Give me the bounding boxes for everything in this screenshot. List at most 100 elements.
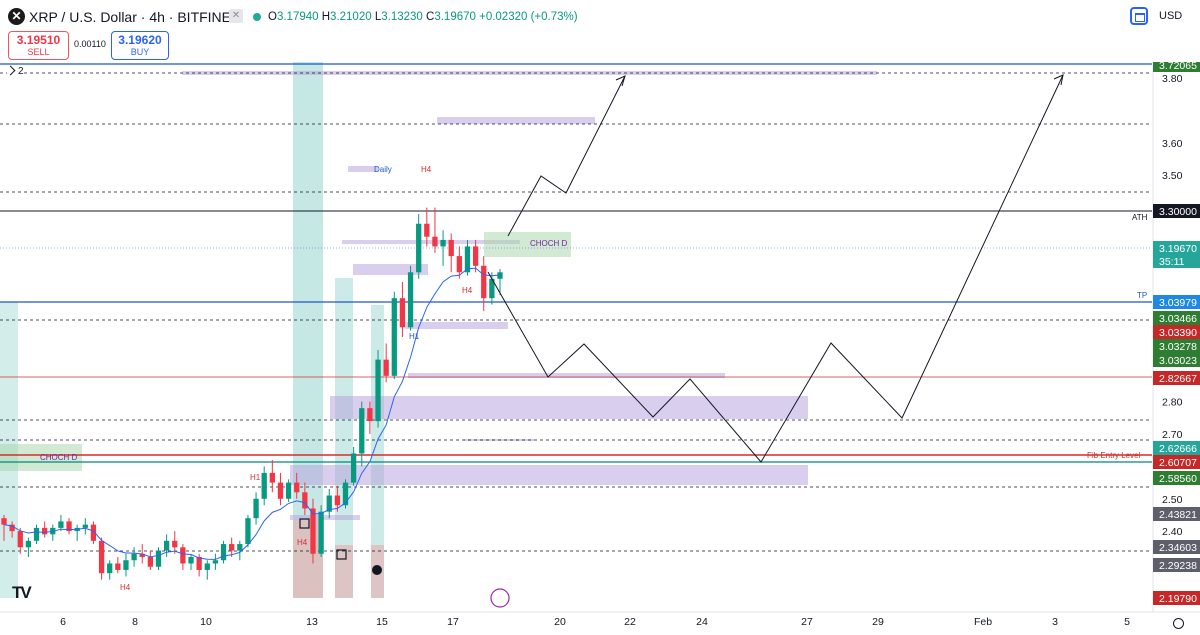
candle-body bbox=[180, 547, 186, 564]
price-label-tag bbox=[1153, 441, 1200, 455]
price-label-text: 2.62666 bbox=[1159, 443, 1197, 455]
price-label-tag bbox=[1153, 255, 1200, 268]
candle-body bbox=[66, 521, 72, 532]
session-zone bbox=[371, 305, 384, 598]
candle-body bbox=[245, 518, 251, 545]
price-label-text: 2.34603 bbox=[1159, 542, 1197, 554]
choch-zone bbox=[484, 232, 571, 257]
candle-body bbox=[25, 540, 32, 548]
high-label: H bbox=[321, 11, 331, 23]
chart-annotation: H4 bbox=[462, 286, 473, 295]
close-value: 3.19670 bbox=[434, 11, 476, 23]
calendar-icon[interactable] bbox=[1130, 7, 1148, 25]
price-label-tag bbox=[1153, 311, 1200, 325]
time-tick-label: Feb bbox=[974, 616, 992, 628]
candle-body bbox=[220, 544, 227, 561]
price-label-text: 2.60707 bbox=[1159, 457, 1197, 469]
chart-annotation: CHOCH D bbox=[530, 239, 568, 248]
price-label-text: 2.82667 bbox=[1159, 373, 1197, 385]
ohlc-values: O3.17940 H3.21020 L3.13230 C3.19670 +0.0… bbox=[268, 11, 578, 23]
chart-annotation: H4 bbox=[297, 538, 308, 547]
price-tick-label: 3.80 bbox=[1162, 73, 1183, 85]
chart-annotation: TP bbox=[1137, 291, 1147, 300]
sell-label: SELL bbox=[27, 47, 50, 57]
chart-annotation: H1 bbox=[409, 332, 420, 341]
countdown-text: 35:11 bbox=[1159, 256, 1185, 268]
xrp-logo-icon[interactable]: ✕ bbox=[8, 8, 25, 25]
candle-body bbox=[229, 544, 235, 551]
sell-button[interactable]: 3.19510 SELL bbox=[8, 31, 69, 60]
price-label-text: 3.19670 bbox=[1159, 243, 1197, 255]
candle-body bbox=[367, 408, 373, 422]
projection-path bbox=[507, 75, 626, 237]
market-open-icon bbox=[253, 13, 261, 21]
chart-annotation: H4 bbox=[421, 165, 432, 174]
time-tick-label: 17 bbox=[447, 616, 459, 628]
candle-body bbox=[253, 498, 259, 519]
candle-body bbox=[147, 557, 154, 567]
time-tick-label: 29 bbox=[872, 616, 884, 628]
high-value: 3.21020 bbox=[330, 11, 372, 23]
legend-toggle[interactable]: 2 bbox=[5, 65, 24, 77]
candle-body bbox=[489, 278, 495, 299]
time-tick-label: 27 bbox=[801, 616, 813, 628]
candle-body bbox=[424, 223, 430, 237]
settings-icon[interactable] bbox=[1173, 618, 1184, 629]
candle-body bbox=[334, 495, 341, 506]
time-axis bbox=[0, 612, 1200, 635]
candle-body bbox=[196, 557, 202, 570]
price-tick-label: 2.70 bbox=[1162, 429, 1183, 441]
price-label-tag bbox=[1153, 241, 1200, 255]
close-icon[interactable]: ✕ bbox=[229, 9, 243, 23]
symbol-title[interactable]: XRP / U.S. Dollar · 4h · BITFINEX bbox=[29, 9, 241, 25]
price-label-text: 2.58560 bbox=[1159, 473, 1197, 485]
price-tick-label: 2.50 bbox=[1162, 494, 1183, 506]
price-label-text: 3.30000 bbox=[1159, 206, 1197, 218]
tradingview-logo: TV bbox=[12, 583, 32, 602]
open-label: O bbox=[268, 11, 277, 23]
candle-body bbox=[261, 472, 267, 499]
time-tick-label: 8 bbox=[132, 616, 138, 628]
candle-body bbox=[285, 482, 292, 499]
time-tick-label: 13 bbox=[306, 616, 318, 628]
arrow-head-icon bbox=[615, 75, 626, 87]
candle-body bbox=[416, 223, 422, 273]
candle-body bbox=[448, 239, 454, 257]
sell-price: 3.19510 bbox=[16, 33, 61, 47]
price-label-text: 3.03466 bbox=[1159, 313, 1197, 325]
candle-body bbox=[432, 236, 438, 247]
price-label-tag bbox=[1153, 471, 1200, 485]
candle-body bbox=[139, 553, 145, 557]
checkbox-icon bbox=[336, 549, 347, 560]
ema-line bbox=[3, 267, 501, 560]
candle-body bbox=[188, 557, 194, 564]
candle-body bbox=[237, 544, 243, 551]
candle-body bbox=[98, 540, 105, 574]
order-block-zone bbox=[405, 322, 508, 329]
buy-button[interactable]: 3.19620 BUY bbox=[111, 31, 169, 60]
candle-body bbox=[375, 359, 381, 422]
candle-body bbox=[82, 524, 88, 528]
chart-annotation: H1 bbox=[250, 473, 261, 482]
candle-body bbox=[1, 518, 7, 525]
candle-body bbox=[115, 563, 121, 570]
open-value: 3.17940 bbox=[276, 11, 319, 23]
candle-body bbox=[9, 524, 15, 532]
currency-selector[interactable]: USD bbox=[1159, 10, 1183, 22]
candle-body bbox=[391, 298, 397, 376]
low-label: L bbox=[374, 11, 382, 23]
close-label: C bbox=[426, 11, 435, 23]
candle-body bbox=[277, 482, 284, 499]
candle-body bbox=[155, 550, 162, 567]
session-zone bbox=[335, 545, 353, 598]
price-label-tag bbox=[1153, 455, 1200, 469]
session-zone bbox=[293, 62, 323, 598]
price-label-text: 2.43821 bbox=[1159, 509, 1197, 521]
price-label-tag bbox=[1153, 339, 1200, 353]
chart-annotation: CHOCH D bbox=[40, 453, 78, 462]
price-tick-label: 2.80 bbox=[1162, 397, 1183, 409]
price-label-tag bbox=[1153, 204, 1200, 218]
candle-body bbox=[17, 531, 23, 548]
checkbox-icon bbox=[299, 518, 310, 529]
